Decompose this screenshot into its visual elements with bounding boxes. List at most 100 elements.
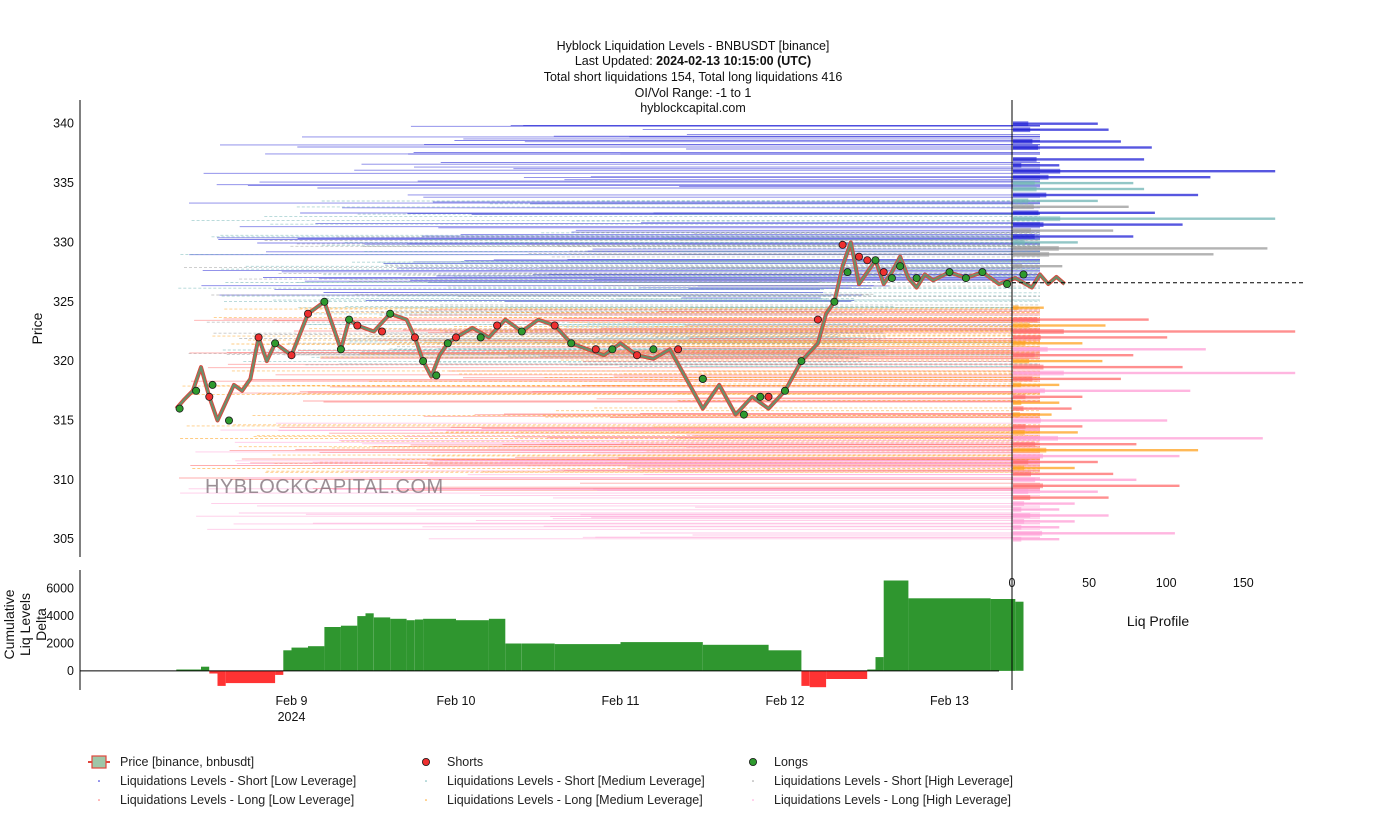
legend-item: Longs [749, 755, 808, 769]
short-marker [591, 345, 600, 354]
delta-bar-positive [702, 644, 769, 671]
profile-bar-core [1013, 477, 1036, 483]
profile-bar [1013, 460, 1098, 464]
profile-bar [1013, 413, 1052, 416]
delta-bar-negative [209, 670, 218, 674]
profile-bar [1013, 419, 1168, 422]
delta-y-axis-title-line: Liq Levels [17, 593, 33, 656]
profile-bar [1013, 454, 1180, 458]
profile-bar-core [1013, 263, 1022, 269]
delta-bar-positive [414, 619, 424, 671]
delta-bar-positive [505, 643, 522, 671]
short-marker [550, 321, 559, 330]
short-marker [813, 315, 822, 324]
profile-bar [1013, 508, 1060, 511]
x-tick-sublabel: 2024 [278, 710, 306, 724]
profile-x-tick-label: 100 [1156, 576, 1177, 590]
long-marker [756, 392, 765, 401]
profile-bar [1013, 371, 1296, 375]
profile-bar-core [1013, 465, 1025, 471]
legend-price-swatch [91, 755, 107, 769]
delta-bar-positive [620, 642, 703, 671]
legend: Price [binance, bnbusdt] Shorts Longs Liqui… [88, 755, 1013, 807]
delta-bar-positive [1015, 601, 1024, 671]
delta-bar-negative [225, 670, 276, 684]
profile-x-axis-title: Liq Profile [1127, 613, 1189, 629]
long-marker [961, 274, 970, 283]
liq-band-short_high [184, 232, 1040, 356]
profile-bar [1013, 389, 1191, 392]
profile-x-tick-label: 0 [1009, 576, 1016, 590]
profile-bar [1013, 520, 1075, 523]
delta-bar-positive [768, 650, 802, 671]
profile-bar [1013, 223, 1183, 226]
profile-bar-core [1013, 418, 1041, 423]
legend-label: Liquidations Levels - Short [Low Leverag… [120, 774, 356, 788]
long-marker [896, 262, 905, 271]
chart-header: Hyblock Liquidation Levels - BNBUSDT [bi… [544, 39, 843, 115]
delta-y-axis-title-line: Delta [33, 608, 49, 641]
short-marker [838, 240, 847, 249]
profile-bar-core [1013, 400, 1022, 406]
delta-y-tick-label: 6000 [46, 582, 74, 596]
long-marker [419, 357, 428, 366]
long-marker [336, 345, 345, 354]
long-marker [345, 315, 354, 324]
delta-bar-negative [809, 670, 827, 688]
legend-label: Shorts [447, 755, 483, 769]
profile-bar-core [1013, 127, 1031, 133]
long-marker [208, 380, 217, 389]
short-marker [764, 392, 773, 401]
profile-bar [1013, 407, 1072, 410]
profile-bar-core [1013, 162, 1022, 168]
legend-item: Liquidations Levels - Long [High Leverag… [752, 793, 1011, 807]
profile-bar-core [1013, 335, 1041, 340]
delta-y-tick-label: 4000 [46, 609, 74, 623]
delta-y-axis-title-line: Cumulative [1, 589, 17, 659]
profile-bar-core [1013, 406, 1024, 411]
legend-label: Liquidations Levels - Short [Medium Leve… [447, 774, 705, 788]
profile-bar [1013, 431, 1078, 434]
long-marker [887, 274, 896, 283]
long-marker [443, 339, 452, 348]
profile-bar [1013, 253, 1214, 256]
profile-bar [1013, 472, 1114, 476]
legend-label: Price [binance, bnbusdt] [120, 755, 254, 769]
delta-bar-positive [324, 627, 341, 671]
profile-bar-core [1013, 168, 1061, 174]
profile-bar [1013, 377, 1121, 381]
profile-bar-core [1013, 524, 1022, 530]
x-tick-label: Feb 9 [276, 694, 308, 708]
profile-bar [1013, 538, 1060, 541]
profile-bar-core [1013, 157, 1037, 162]
profile-bar-core [1013, 453, 1043, 459]
legend-item: Shorts [421, 755, 483, 769]
profile-bar-core [1013, 507, 1022, 512]
long-marker [386, 309, 395, 318]
price-y-tick-label: 305 [53, 532, 74, 546]
chart-title: Hyblock Liquidation Levels - BNBUSDT [bi… [557, 39, 830, 53]
short-marker [879, 268, 888, 277]
profile-bar-core [1013, 145, 1038, 150]
price-y-tick-label: 330 [53, 235, 74, 249]
short-marker [493, 321, 502, 330]
profile-bar [1013, 330, 1296, 333]
profile-bar-core [1013, 204, 1034, 210]
profile-bar-core [1013, 471, 1031, 477]
price-y-axis-title: Price [29, 312, 45, 344]
profile-bar [1013, 205, 1129, 208]
profile-bar [1013, 181, 1134, 185]
legend-dot-swatch [425, 799, 427, 801]
profile-bar-core [1013, 483, 1043, 489]
profile-bar [1013, 365, 1183, 369]
price-y-tick-label: 335 [53, 176, 74, 190]
long-marker [224, 416, 233, 425]
profile-bar [1013, 532, 1175, 535]
delta-bar-positive [908, 598, 950, 671]
short-marker [674, 345, 683, 354]
profile-bar [1013, 265, 1063, 268]
liquidation-totals: Total short liquidations 154, Total long… [544, 70, 843, 84]
profile-bar [1013, 496, 1109, 499]
delta-panel [176, 580, 1024, 688]
